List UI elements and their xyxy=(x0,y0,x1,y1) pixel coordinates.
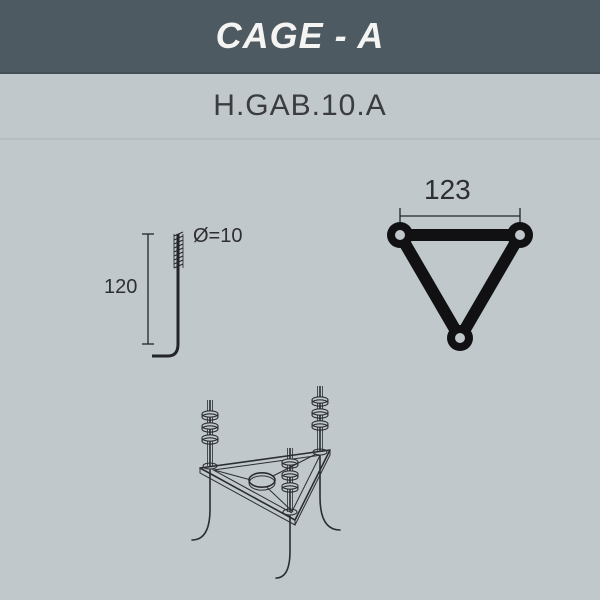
product-title: CAGE - A xyxy=(216,15,385,57)
assembly-svg xyxy=(140,380,380,590)
header-light: H.GAB.10.A xyxy=(0,74,600,140)
bolt-side-view: 120 Ø=10 xyxy=(110,220,230,380)
diagram-body: 120 Ø=10 123 xyxy=(0,140,600,600)
header-dark: CAGE - A xyxy=(0,0,600,74)
bolt-diameter-label: Ø=10 xyxy=(193,225,242,248)
triangle-top-view: 123 xyxy=(370,180,550,360)
product-code: H.GAB.10.A xyxy=(213,89,386,123)
triangle-width-label: 123 xyxy=(424,174,471,206)
assembly-iso-view xyxy=(140,380,380,590)
triangle-svg xyxy=(370,180,550,360)
bolt-height-label: 120 xyxy=(104,276,137,299)
